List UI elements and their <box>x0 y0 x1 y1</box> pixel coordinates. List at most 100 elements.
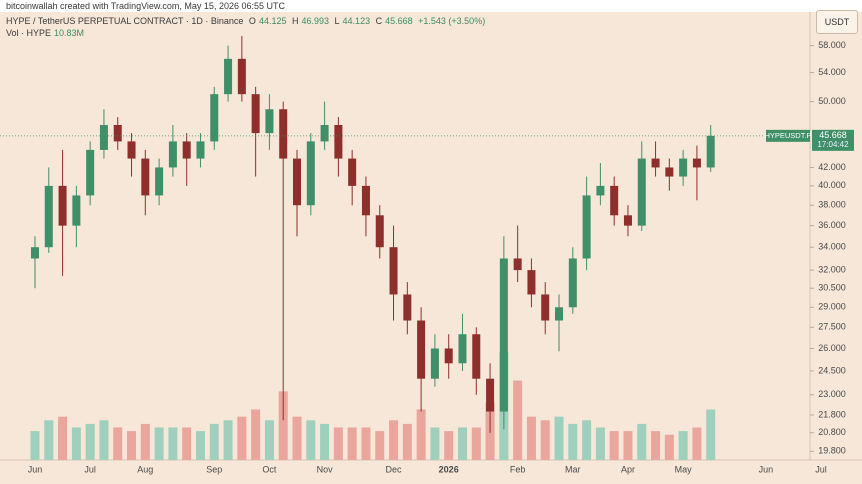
y-tick-label: 30.500 <box>818 283 846 293</box>
x-tick-label: 2026 <box>439 464 459 474</box>
volume-bar <box>637 423 647 460</box>
volume-bar <box>471 427 481 460</box>
candle-body <box>637 158 646 226</box>
volume-bar <box>195 431 205 460</box>
volume-bar <box>320 423 330 460</box>
candle-body <box>486 378 495 412</box>
x-tick-label: Sep <box>206 464 222 474</box>
y-tick-label: 21.800 <box>818 409 846 419</box>
ohlc-close: 45.668 <box>385 16 413 26</box>
candle-body <box>86 149 95 196</box>
change: +1.543 (+3.50%) <box>418 16 486 26</box>
candle-body <box>541 294 550 321</box>
candle-body <box>141 158 150 196</box>
volume-bar <box>223 420 233 460</box>
top-strip <box>0 0 862 12</box>
candle-body <box>196 141 205 159</box>
candle-body <box>72 195 81 226</box>
candle-body <box>458 334 467 364</box>
volume-row: Vol · HYPE 10.83M <box>6 28 87 38</box>
volume-bar <box>361 427 371 460</box>
symbol: HYPE / TetherUS PERPETUAL CONTRACT · 1D … <box>6 16 244 26</box>
volume-bar <box>168 427 178 460</box>
y-tick-label: 24.500 <box>818 365 846 375</box>
x-tick-label: Feb <box>510 464 526 474</box>
volume-bar <box>127 431 137 460</box>
candle-body <box>293 158 302 206</box>
y-tick-label: 50.000 <box>818 96 846 106</box>
candle-body <box>513 258 522 271</box>
currency-button[interactable]: USDT <box>816 10 858 34</box>
volume-bar <box>30 431 40 460</box>
volume-value: 10.83M <box>54 28 85 38</box>
candle-body <box>279 109 288 159</box>
x-tick-label: Jun <box>759 464 774 474</box>
volume-bar <box>389 420 399 460</box>
countdown: 17:04:42 <box>817 140 849 149</box>
candle-body <box>582 195 591 259</box>
x-tick-label: May <box>675 464 693 474</box>
y-tick-label: 54.000 <box>818 67 846 77</box>
volume-bar <box>595 427 605 460</box>
candle-body <box>237 58 246 95</box>
volume-bar <box>526 416 536 460</box>
volume-bar <box>540 420 550 460</box>
x-tick-label: Apr <box>621 464 635 474</box>
y-tick-label: 36.000 <box>818 220 846 230</box>
candle-body <box>555 307 564 321</box>
candle-body <box>168 141 177 168</box>
candle-body <box>210 94 219 142</box>
volume-bar <box>609 431 619 460</box>
candle-body <box>499 258 508 412</box>
volume-bar <box>237 416 247 460</box>
credit: bitcoinwallah created with TradingView.c… <box>6 1 285 11</box>
y-tick-label: 34.000 <box>818 242 846 252</box>
volume-bar <box>692 427 702 460</box>
candle-body <box>679 158 688 177</box>
candle-body <box>127 141 136 159</box>
volume-bar <box>44 420 54 460</box>
volume-bar <box>182 427 192 460</box>
y-tick-label: 23.000 <box>818 389 846 399</box>
volume-bar <box>623 431 633 460</box>
volume-bar <box>651 431 661 460</box>
candle-body <box>403 294 412 321</box>
volume-bar <box>678 431 688 460</box>
y-tick-label: 27.500 <box>818 322 846 332</box>
candle-body <box>361 185 370 216</box>
volume-bar <box>113 427 123 460</box>
candle-body <box>265 109 274 134</box>
candle-body <box>623 215 632 226</box>
x-tick-label: Oct <box>262 464 277 474</box>
candle-body <box>610 185 619 216</box>
ohlc-high-label: H <box>291 16 299 26</box>
candle-body <box>306 141 315 206</box>
x-tick-label: Nov <box>317 464 334 474</box>
y-tick-label: 32.000 <box>818 264 846 274</box>
ohlc-low: 44.123 <box>342 16 371 26</box>
volume-bar <box>99 420 109 460</box>
volume-bar <box>554 416 564 460</box>
x-tick-label: Jul <box>815 464 827 474</box>
volume-bar <box>333 427 343 460</box>
volume-label: Vol · HYPE <box>6 28 52 38</box>
volume-bar <box>306 420 316 460</box>
volume-bar <box>513 380 523 460</box>
volume-bar <box>292 416 302 460</box>
symbol-tag-label: HYPEUSDT.P <box>764 131 811 140</box>
ohlc-open: 44.125 <box>258 16 287 26</box>
volume-bar <box>251 409 261 460</box>
candle-body <box>334 124 343 159</box>
candle-body <box>417 320 426 379</box>
y-tick-label: 40.000 <box>818 180 846 190</box>
candle-body <box>320 124 329 142</box>
volume-bar <box>154 427 164 460</box>
volume-bar <box>416 409 426 460</box>
volume-bar <box>568 423 578 460</box>
x-tick-label: Dec <box>386 464 403 474</box>
candle-body <box>99 124 108 150</box>
candle-body <box>692 158 701 168</box>
ohlc-high: 46.993 <box>301 16 330 26</box>
volume-bar <box>582 420 592 460</box>
